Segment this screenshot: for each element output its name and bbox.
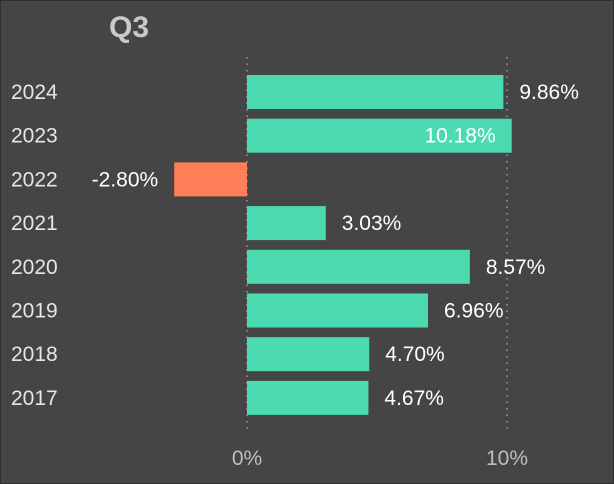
bar-2017 xyxy=(247,380,369,415)
value-label-2021: 3.03% xyxy=(342,212,402,235)
category-label-2024: 2024 xyxy=(11,81,58,104)
category-label-2019: 2019 xyxy=(11,300,58,323)
value-label-2019: 6.96% xyxy=(444,300,504,323)
value-label-2017: 4.67% xyxy=(384,387,444,410)
bar-2022 xyxy=(174,162,247,197)
category-label-2022: 2022 xyxy=(11,168,58,191)
bar-2024 xyxy=(247,75,504,109)
bar-2023 xyxy=(247,118,512,153)
chart-title: Q3 xyxy=(109,11,149,44)
value-label-2024: 9.86% xyxy=(519,81,579,104)
category-label-2023: 2023 xyxy=(11,125,58,148)
value-label-2020: 8.57% xyxy=(486,256,546,279)
category-label-2020: 2020 xyxy=(11,256,58,279)
bar-2019 xyxy=(247,293,428,328)
x-tick-label-10pct: 10% xyxy=(486,447,528,470)
value-label-2023: 10.18% xyxy=(424,125,495,148)
x-axis-ticks: 0% 10% xyxy=(232,447,528,470)
x-tick-label-0pct: 0% xyxy=(232,447,262,470)
category-label-2021: 2021 xyxy=(11,212,58,235)
category-label-2018: 2018 xyxy=(11,343,58,366)
bars: 2024 9.86% 2023 10.18% 2022 -2.80% 2021 3.03% 20… xyxy=(11,75,579,415)
category-label-2017: 2017 xyxy=(11,387,58,410)
bar-2020 xyxy=(247,249,470,284)
value-label-2022: -2.80% xyxy=(92,168,159,191)
bar-2018 xyxy=(247,337,370,372)
value-label-2018: 4.70% xyxy=(385,343,445,366)
bar-2021 xyxy=(247,206,326,241)
gridlines xyxy=(246,57,508,433)
